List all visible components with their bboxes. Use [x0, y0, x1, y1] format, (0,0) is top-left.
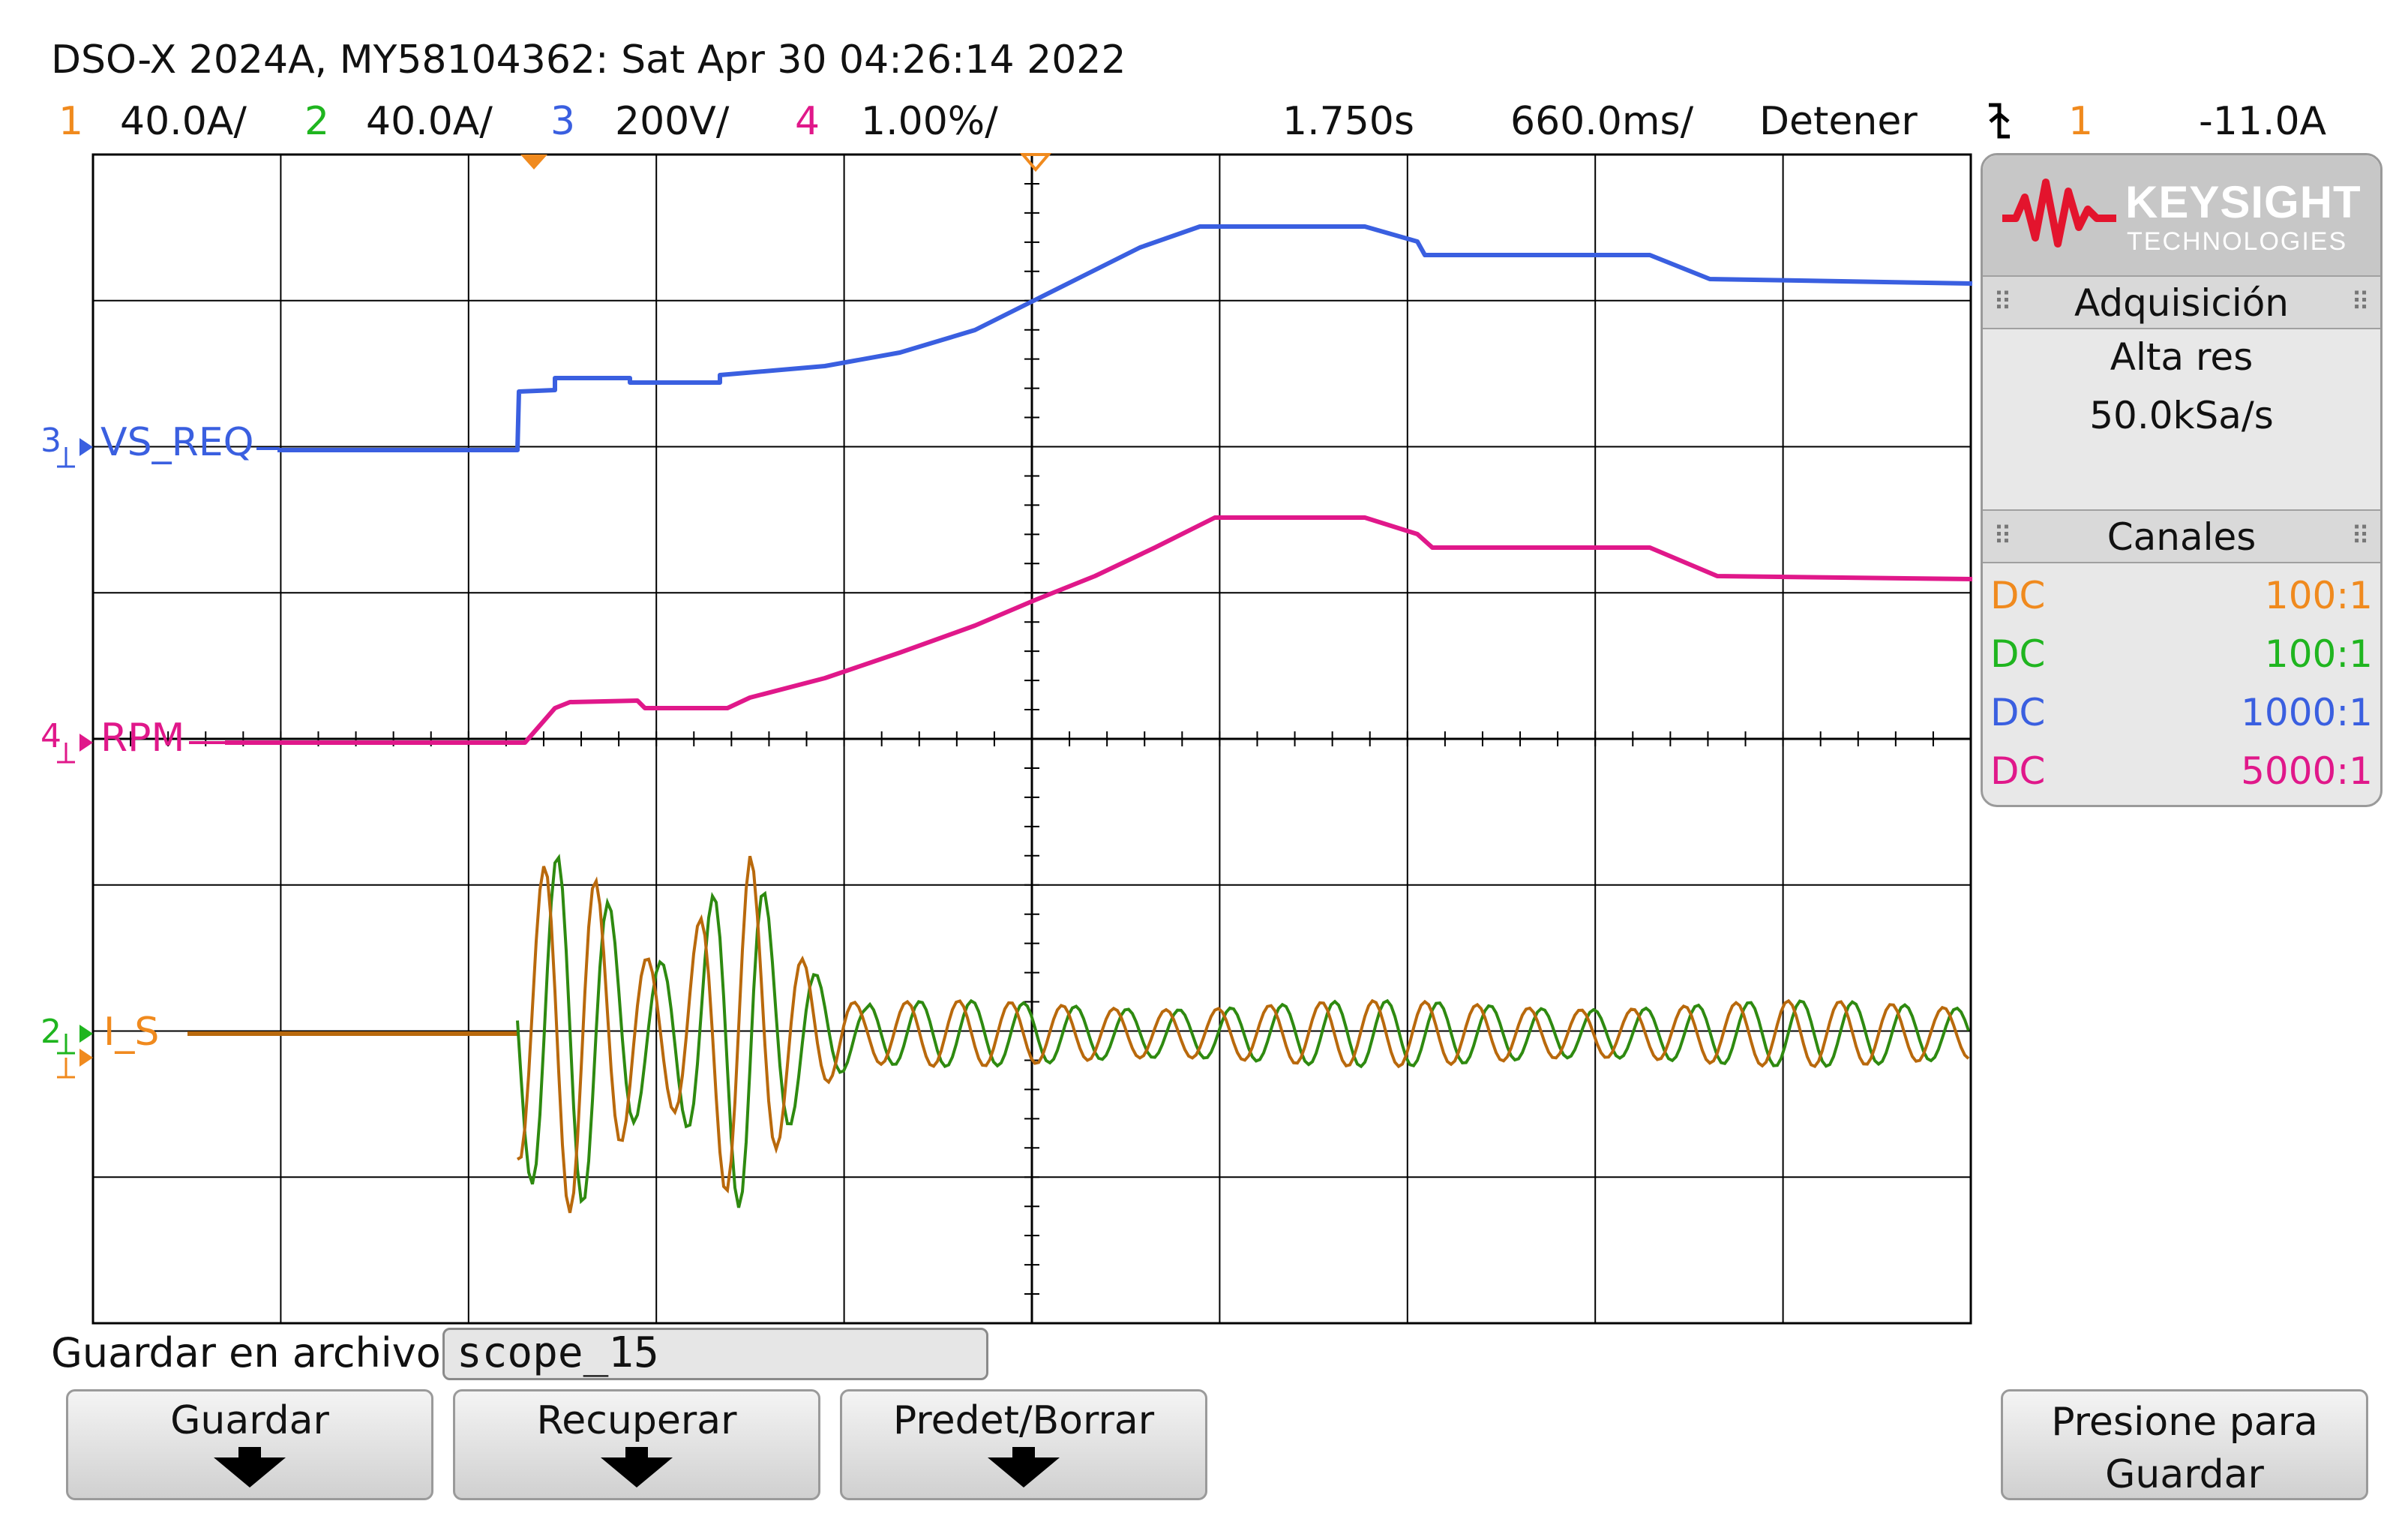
trace-label-vs-req: VS_REQ: [100, 420, 254, 465]
ch4-scale: 1.00%/: [861, 99, 998, 144]
ch3-coupling: DC: [1990, 691, 2046, 734]
channel-row-2: DC 100:1: [1990, 625, 2373, 682]
ch1-coupling: DC: [1990, 574, 2046, 617]
ch1-scale: 40.0A/: [120, 99, 247, 144]
ch1-number: 1: [58, 99, 84, 144]
grip-icon: ⠿: [2351, 287, 2370, 317]
ch3-number: 3: [550, 99, 576, 144]
ch3-scale: 200V/: [615, 99, 730, 144]
keysight-logo: KEYSIGHT TECHNOLOGIES: [1983, 155, 2380, 275]
arrow-down-icon: [1012, 1447, 1035, 1457]
waveform-display[interactable]: [0, 0, 2408, 1335]
save-to-file-label: Guardar en archivo =: [51, 1329, 488, 1376]
ch4-probe: 5000:1: [2241, 749, 2373, 793]
trigger-falling-edge-icon: [1984, 99, 2014, 149]
side-panel: KEYSIGHT TECHNOLOGIES ⠿ Adquisición ⠿ Al…: [1981, 153, 2383, 807]
filename-field[interactable]: scope_15: [442, 1328, 988, 1380]
time-scale: 660.0ms/: [1510, 99, 1694, 144]
arrow-down-icon: [988, 1457, 1060, 1487]
run-state: Detener: [1759, 99, 1918, 144]
time-position: 1.750s: [1282, 99, 1414, 144]
guardar-label: Guardar: [170, 1398, 329, 1443]
time-reference-marker: [1019, 153, 1052, 173]
press-to-save-button[interactable]: Presione para Guardar: [2001, 1389, 2368, 1500]
trigger-level: -11.0A: [2199, 99, 2327, 144]
ch1-current-trace: [516, 855, 1970, 1214]
waveform-traces: [187, 224, 1973, 1214]
grip-icon: ⠿: [2351, 521, 2370, 551]
arrow-down-icon: [214, 1457, 286, 1487]
predet-borrar-label: Predet/Borrar: [892, 1398, 1155, 1443]
rpm-trace: [225, 515, 1973, 745]
recuperar-label: Recuperar: [536, 1398, 737, 1443]
graticule: [91, 153, 1972, 1325]
brand-name: KEYSIGHT: [2125, 177, 2362, 227]
channels-section-title: ⠿ Canales ⠿: [1983, 509, 2380, 563]
recuperar-button[interactable]: Recuperar: [453, 1389, 820, 1500]
arrow-down-icon: [625, 1447, 648, 1457]
predet-borrar-button[interactable]: Predet/Borrar: [840, 1389, 1207, 1500]
acquisition-section-title: ⠿ Adquisición ⠿: [1983, 275, 2380, 329]
guardar-button[interactable]: Guardar: [66, 1389, 433, 1500]
sample-rate: 50.0kSa/s: [2089, 394, 2274, 437]
grip-icon: ⠿: [1993, 521, 2012, 551]
channels-title: Canales: [2107, 515, 2257, 559]
trace-label-is: I_S: [103, 1010, 160, 1055]
ch3-ground-icon: [79, 438, 93, 456]
channel-row-1: DC 100:1: [1990, 566, 2373, 623]
press-to-save-line2: Guardar: [2105, 1452, 2264, 1497]
trigger-position-marker: [520, 155, 547, 170]
ch2-probe: 100:1: [2264, 632, 2373, 676]
arrow-down-icon: [238, 1447, 261, 1457]
ch4-number: 4: [795, 99, 820, 144]
acquisition-mode: Alta res: [2110, 335, 2254, 379]
channel-row-3: DC 1000:1: [1990, 683, 2373, 740]
ch2-coupling: DC: [1990, 632, 2046, 676]
arrow-down-icon: [601, 1457, 673, 1487]
ch1-probe: 100:1: [2264, 574, 2373, 617]
channel-row-4: DC 5000:1: [1990, 742, 2373, 799]
ch3-ground-marker: 3: [40, 422, 61, 460]
brand-subtitle: TECHNOLOGIES: [2127, 227, 2348, 256]
channel-markers: [57, 153, 1052, 1079]
ch3-probe: 1000:1: [2241, 691, 2373, 734]
press-to-save-line1: Presione para: [2051, 1400, 2318, 1445]
ch4-ground-marker: 4: [40, 717, 61, 755]
ch2-number: 2: [304, 99, 330, 144]
scope-title: DSO-X 2024A, MY58104362: Sat Apr 30 04:2…: [51, 38, 1126, 83]
ch2-ground-icon: [79, 1025, 93, 1043]
ch4-coupling: DC: [1990, 749, 2046, 793]
ch1-ground-icon: [79, 1049, 93, 1067]
keysight-wave-icon: [2002, 179, 2116, 248]
ch4-ground-icon: [79, 734, 93, 752]
ch2-scale: 40.0A/: [366, 99, 493, 144]
trace-label-rpm: RPM: [100, 716, 185, 761]
trigger-source: 1: [2068, 99, 2094, 144]
vs-req-trace: [277, 224, 1973, 452]
ch2-current-trace: [516, 854, 1970, 1208]
acquisition-title: Adquisición: [2074, 281, 2289, 325]
grip-icon: ⠿: [1993, 287, 2012, 317]
ch2-ground-marker: 2: [40, 1013, 61, 1051]
